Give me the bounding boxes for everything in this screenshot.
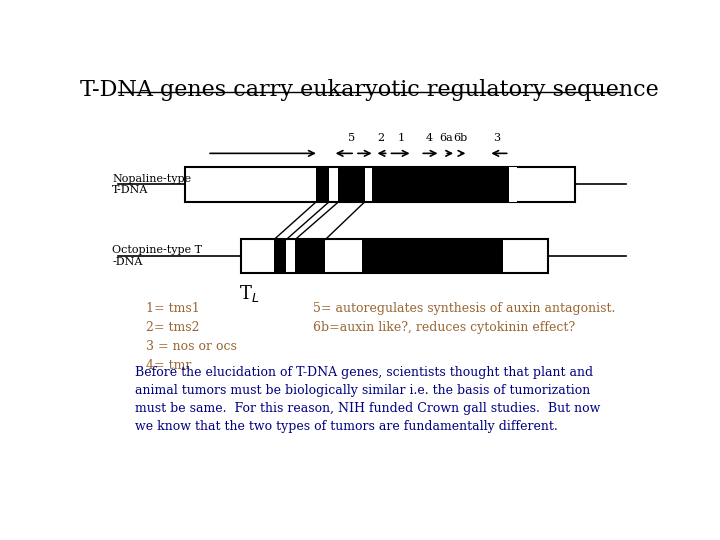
Bar	[240, 239, 547, 273]
Text: 4: 4	[426, 132, 433, 143]
Text: Before the elucidation of T-DNA genes, scientists thought that plant and
animal : Before the elucidation of T-DNA genes, s…	[135, 366, 600, 433]
Text: 6a: 6a	[439, 132, 453, 143]
Text: 1: 1	[397, 132, 405, 143]
Bar	[316, 167, 329, 202]
Bar	[295, 239, 325, 273]
Bar	[274, 239, 287, 273]
Text: 3: 3	[492, 132, 500, 143]
Text: Octopine-type T
-DNA: Octopine-type T -DNA	[112, 245, 202, 267]
Text: 5: 5	[348, 132, 355, 143]
Text: Nopaline-type
T-DNA: Nopaline-type T-DNA	[112, 173, 192, 195]
Text: 2: 2	[377, 132, 384, 143]
Text: 1= tms1
2= tms2
3 = nos or ocs
4= tmr: 1= tms1 2= tms2 3 = nos or ocs 4= tmr	[145, 302, 237, 372]
Text: T-DNA genes carry eukaryotic regulatory sequence: T-DNA genes carry eukaryotic regulatory …	[80, 79, 658, 102]
Text: T$_L$: T$_L$	[239, 283, 259, 304]
Bar	[372, 167, 508, 202]
Text: 6b: 6b	[454, 132, 467, 143]
Text: 5= autoregulates synthesis of auxin antagonist.
6b=auxin like?, reduces cytokini: 5= autoregulates synthesis of auxin anta…	[313, 302, 616, 334]
Bar	[362, 239, 503, 273]
Bar	[508, 167, 517, 202]
Bar	[338, 167, 364, 202]
Bar	[185, 167, 575, 202]
